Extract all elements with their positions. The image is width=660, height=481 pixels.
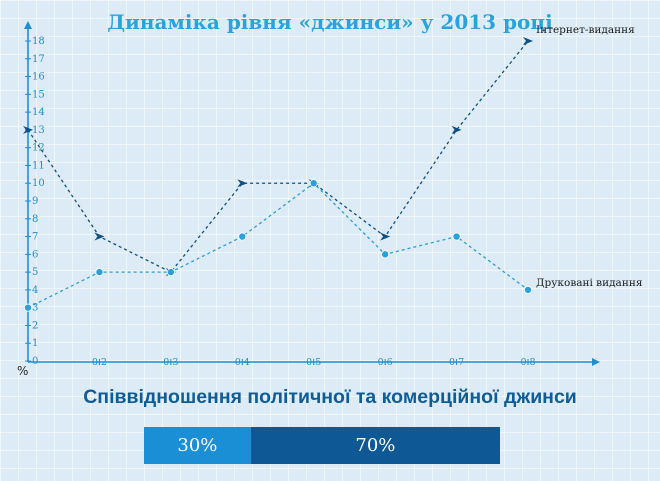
series-2-marker xyxy=(452,232,461,241)
y-axis-arrow xyxy=(24,21,32,29)
ratio-bar: 30% 70% xyxy=(144,427,500,464)
series-2-marker xyxy=(381,250,390,259)
x-tick-label: 0.6 xyxy=(378,357,393,368)
series-2-marker xyxy=(23,303,32,312)
y-tick-label: 6 xyxy=(32,249,38,260)
series-2-marker xyxy=(238,232,247,241)
x-tick-label: 0.7 xyxy=(449,357,464,368)
commercial-share-label: 70% xyxy=(355,435,396,456)
series-2-marker xyxy=(95,268,104,277)
series-2-marker xyxy=(166,268,175,277)
x-tick-label: 0.4 xyxy=(235,357,250,368)
series-1-marker xyxy=(94,232,105,241)
series-1-marker xyxy=(451,125,462,134)
y-tick-label: 3 xyxy=(32,303,38,314)
y-axis-label: % xyxy=(17,364,28,378)
x-tick-label: 0.3 xyxy=(163,357,178,368)
political-share-label: 30% xyxy=(177,435,218,456)
y-tick-label: 13 xyxy=(32,125,45,136)
x-axis-arrow xyxy=(592,358,600,366)
series-2-marker xyxy=(524,285,533,294)
series-1-marker xyxy=(23,125,33,134)
ratio-title: Співвідношення політичної та комерційної… xyxy=(83,386,577,408)
y-tick-label: 5 xyxy=(32,267,38,278)
y-tick-label: 8 xyxy=(32,214,38,225)
y-tick-label: 9 xyxy=(32,196,38,207)
series-1-marker xyxy=(237,179,248,188)
x-tick-label: 0.5 xyxy=(306,357,321,368)
y-tick-label: 10 xyxy=(32,178,45,189)
y-tick-label: 18 xyxy=(32,36,45,47)
series-label: Друковані видання xyxy=(536,277,643,289)
x-tick-label: 0.8 xyxy=(520,357,535,368)
x-tick-label: 0.2 xyxy=(92,357,107,368)
series-line-1 xyxy=(27,40,529,273)
series-line-2 xyxy=(27,182,529,309)
y-tick-label: 11 xyxy=(32,160,45,171)
y-tick-label: 7 xyxy=(32,232,38,243)
y-tick-label: 2 xyxy=(32,320,38,331)
series-1-marker xyxy=(523,37,533,45)
y-tick-label: 4 xyxy=(32,285,38,296)
chart-title: Динаміка рівня «джинси» у 2013 році xyxy=(107,10,553,34)
y-tick-label: 17 xyxy=(32,54,45,65)
y-tick-label: 0 xyxy=(32,356,38,367)
y-tick-label: 16 xyxy=(32,72,45,83)
y-tick-label: 1 xyxy=(32,338,38,349)
y-tick-label: 12 xyxy=(32,143,45,154)
y-tick-label: 14 xyxy=(32,107,45,118)
political-share-segment: 30% xyxy=(144,427,251,464)
y-tick-label: 15 xyxy=(32,89,45,100)
series-1-marker xyxy=(380,232,391,241)
series-2-marker xyxy=(309,179,318,188)
commercial-share-segment: 70% xyxy=(250,427,500,464)
series-label: Інтернет-видання xyxy=(536,24,635,36)
